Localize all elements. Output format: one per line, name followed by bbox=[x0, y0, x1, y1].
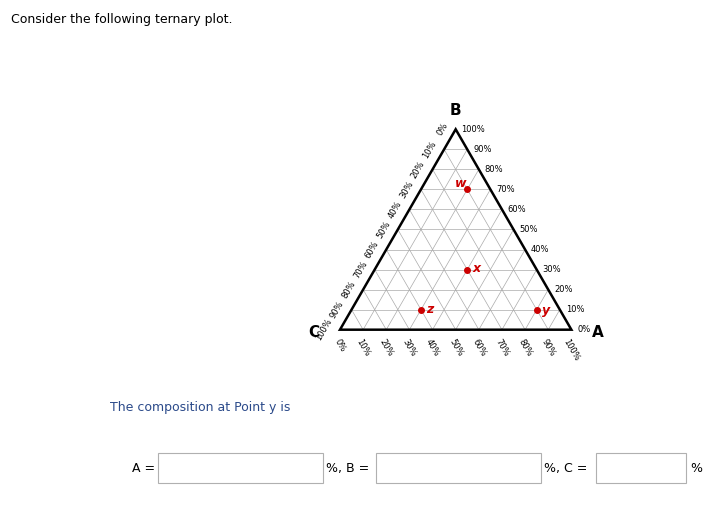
Text: 50%: 50% bbox=[519, 225, 538, 234]
Text: 10%: 10% bbox=[422, 139, 439, 159]
Bar bbox=[376, 453, 541, 483]
Text: 60%: 60% bbox=[508, 205, 526, 214]
Text: y: y bbox=[542, 305, 550, 317]
Text: 60%: 60% bbox=[470, 338, 488, 358]
Text: C: C bbox=[308, 324, 319, 339]
Text: 30%: 30% bbox=[543, 265, 561, 274]
Text: 0%: 0% bbox=[436, 121, 450, 137]
Text: 20%: 20% bbox=[409, 159, 426, 180]
Text: %: % bbox=[690, 461, 702, 475]
Text: 20%: 20% bbox=[554, 285, 572, 294]
Text: A =: A = bbox=[132, 461, 155, 475]
Text: B: B bbox=[450, 103, 461, 118]
Text: 100%: 100% bbox=[461, 125, 485, 134]
Text: %, B =: %, B = bbox=[326, 461, 370, 475]
Text: 40%: 40% bbox=[387, 199, 404, 220]
Text: 40%: 40% bbox=[531, 245, 550, 254]
Text: 20%: 20% bbox=[378, 338, 394, 358]
Text: w: w bbox=[454, 177, 466, 190]
Text: 10%: 10% bbox=[565, 305, 584, 314]
Bar bbox=[596, 453, 686, 483]
Text: 80%: 80% bbox=[485, 165, 503, 174]
Bar bbox=[158, 453, 323, 483]
Text: Consider the following ternary plot.: Consider the following ternary plot. bbox=[11, 13, 232, 26]
Text: 10%: 10% bbox=[355, 338, 372, 358]
Text: A: A bbox=[592, 324, 604, 339]
Text: 100%: 100% bbox=[562, 338, 581, 363]
Text: 90%: 90% bbox=[540, 338, 557, 358]
Text: 100%: 100% bbox=[315, 317, 334, 342]
Text: 90%: 90% bbox=[329, 299, 346, 320]
Text: 30%: 30% bbox=[398, 179, 415, 200]
Text: x: x bbox=[472, 262, 481, 275]
Text: 50%: 50% bbox=[375, 219, 392, 240]
Text: 0%: 0% bbox=[333, 338, 347, 354]
Text: The composition at Point y is: The composition at Point y is bbox=[110, 401, 290, 414]
Text: 70%: 70% bbox=[493, 338, 511, 358]
Text: 60%: 60% bbox=[363, 239, 380, 260]
Text: 80%: 80% bbox=[516, 338, 534, 358]
Text: 40%: 40% bbox=[424, 338, 441, 358]
Text: 90%: 90% bbox=[473, 145, 491, 154]
Text: %, C =: %, C = bbox=[544, 461, 587, 475]
Text: 80%: 80% bbox=[340, 280, 357, 300]
Text: 70%: 70% bbox=[352, 259, 369, 280]
Text: 0%: 0% bbox=[577, 325, 590, 334]
Text: 30%: 30% bbox=[401, 338, 418, 358]
Text: 70%: 70% bbox=[496, 185, 515, 194]
Text: 50%: 50% bbox=[447, 338, 464, 358]
Text: z: z bbox=[426, 303, 434, 316]
